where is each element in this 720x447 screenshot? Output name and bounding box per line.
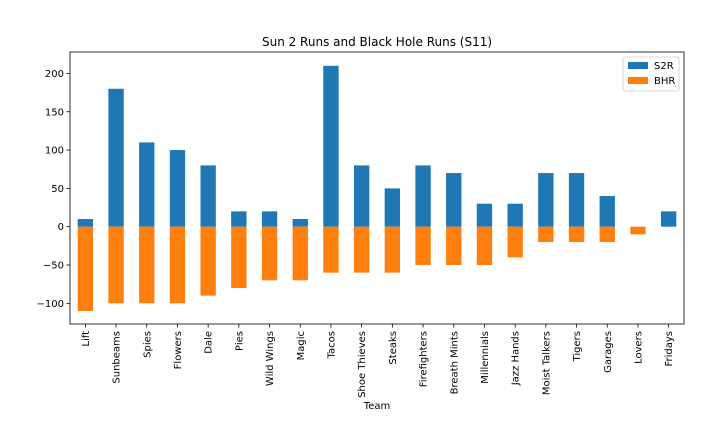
x-tick-label: Lift	[81, 331, 92, 347]
bar-s2r-wild-wings	[261, 211, 278, 227]
x-axis: Lift Sunbeams Spies Flowers Dale Pies Wild Win…	[81, 324, 675, 398]
y-tick-label: 150	[45, 107, 64, 118]
y-tick-label: 0	[58, 222, 64, 233]
x-tick-label: Tacos	[326, 331, 337, 359]
bar-s2r-millennials	[476, 203, 493, 227]
x-tick-label: Millennials	[480, 331, 491, 384]
legend: S2R BHR	[622, 56, 680, 92]
bar-bhr-spies	[139, 226, 155, 304]
x-tick-label: Shoe Thieves	[357, 331, 368, 398]
bar-bhr-tacos	[323, 226, 339, 273]
bar-s2r-jazz-hands	[507, 203, 523, 227]
legend-swatch-bhr	[628, 77, 648, 84]
bar-bhr-dale	[200, 226, 216, 296]
bar-bhr-lovers	[630, 226, 646, 235]
bar-s2r-tacos	[323, 65, 339, 227]
bar-bhr-flowers	[169, 226, 186, 304]
bar-s2r-spies	[139, 142, 155, 227]
bar-s2r-pies	[231, 211, 247, 227]
x-tick-label: Sunbeams	[112, 331, 123, 384]
legend-swatch-s2r	[628, 62, 648, 69]
x-tick-label: Pies	[234, 331, 245, 351]
bar-bhr-lift	[77, 226, 94, 311]
bar-bhr-pies	[231, 226, 247, 288]
bar-bhr-garages	[599, 226, 615, 243]
bar-s2r-moist-talkers	[538, 173, 554, 227]
bar-s2r-sunbeams	[108, 88, 124, 227]
x-tick-label: Dale	[204, 331, 215, 354]
bar-bhr-steaks	[384, 226, 401, 273]
bar-s2r-breath-mints	[446, 173, 462, 227]
bar-s2r-lift	[77, 219, 94, 227]
bar-bhr-magic	[292, 226, 308, 281]
x-tick-label: Magic	[296, 331, 307, 360]
x-tick-label: Tigers	[572, 331, 583, 362]
x-tick-label: Firefighters	[419, 331, 430, 387]
legend-label-bhr: BHR	[654, 76, 675, 87]
bar-bhr-moist-talkers	[538, 226, 554, 243]
y-tick-label: 200	[45, 69, 64, 80]
x-tick-label: Flowers	[173, 331, 184, 369]
legend-label-s2r: S2R	[654, 61, 674, 72]
bar-s2r-dale	[200, 165, 216, 227]
bar-s2r-firefighters	[415, 165, 431, 227]
bar-bhr-sunbeams	[108, 226, 124, 304]
y-axis: −100 −50 0 50 100 150 200	[37, 69, 70, 310]
x-tick-label: Fridays	[664, 331, 675, 367]
x-tick-label: Garages	[603, 331, 614, 373]
bar-s2r-shoe-thieves	[353, 165, 370, 227]
y-tick-label: −50	[43, 261, 64, 272]
bar-bhr-wild-wings	[261, 226, 278, 281]
bar-s2r-tigers	[568, 173, 585, 227]
y-tick-label: 50	[51, 184, 64, 195]
chart-title: Sun 2 Runs and Black Hole Runs (S11)	[262, 35, 492, 49]
x-tick-label: Breath Mints	[449, 331, 460, 394]
x-tick-label: Jazz Hands	[511, 331, 522, 386]
x-axis-label: Team	[363, 401, 390, 412]
y-tick-label: −100	[37, 299, 64, 310]
bar-s2r-fridays	[660, 211, 677, 227]
y-tick-label: 100	[45, 146, 64, 157]
x-tick-label: Moist Talkers	[541, 331, 552, 395]
bar-bhr-breath-mints	[446, 226, 462, 266]
plot-frame	[69, 51, 685, 325]
bar-s2r-magic	[292, 219, 308, 227]
bar-bhr-jazz-hands	[507, 226, 523, 258]
bar-bhr-shoe-thieves	[353, 226, 370, 273]
bar-s2r-garages	[599, 196, 615, 227]
bars-group	[77, 65, 677, 311]
x-tick-label: Steaks	[388, 331, 399, 365]
bar-s2r-steaks	[384, 188, 401, 227]
x-tick-label: Wild Wings	[265, 331, 276, 386]
bar-bhr-firefighters	[415, 226, 431, 266]
x-tick-label: Lovers	[633, 331, 644, 364]
bar-s2r-flowers	[169, 150, 186, 227]
x-tick-label: Spies	[142, 331, 153, 358]
bar-bhr-millennials	[476, 226, 493, 266]
bar-bhr-tigers	[568, 226, 585, 243]
